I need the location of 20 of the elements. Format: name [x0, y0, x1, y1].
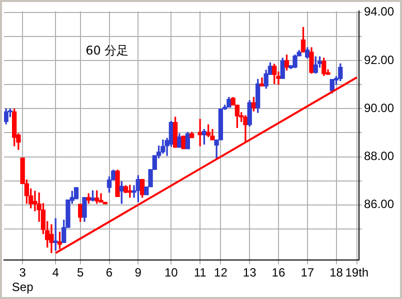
text: 60 分足: [86, 43, 129, 58]
x-tick-label: 6: [106, 266, 113, 280]
x-tick-label: 3 Sep: [12, 266, 34, 294]
y-tick-label: 94.00: [364, 4, 394, 19]
y-tick-label: 92.00: [364, 52, 394, 67]
x-tick-label: 10: [164, 266, 178, 280]
x-tick-label: 5: [77, 266, 84, 280]
y-tick-label: 90.00: [364, 100, 394, 115]
y-tick-label: 86.00: [364, 197, 394, 212]
x-tick-label: 4: [52, 266, 60, 280]
candlestick: [98, 193, 104, 203]
x-tick-label: 13: [242, 266, 257, 280]
x-tick-label: 12: [214, 266, 228, 280]
x-tick-label: 18: [330, 266, 344, 280]
x-tick-label: 11: [194, 266, 207, 280]
x-tick-label: 16: [272, 266, 286, 280]
y-tick-label: 88.00: [364, 149, 394, 164]
x-tick-label: 19th: [345, 266, 369, 280]
x-tick-label: 17: [300, 266, 314, 280]
x-tick-label: 9: [134, 266, 142, 280]
